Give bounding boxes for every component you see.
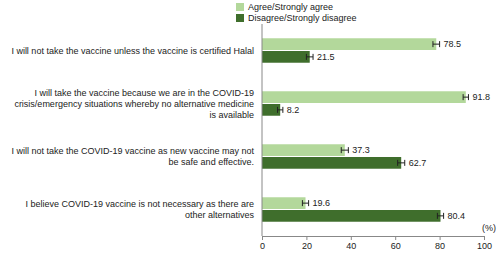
category-label-line: I will not take the COVID-19 vaccine as … xyxy=(11,146,254,156)
category-label: I will take the vaccine because we are i… xyxy=(14,88,254,120)
y-axis-line xyxy=(262,24,263,236)
data-label: 37.3 xyxy=(352,145,370,155)
error-bar xyxy=(306,54,313,60)
error-bar xyxy=(341,147,348,153)
tick-mark xyxy=(351,236,352,240)
tick-label: 40 xyxy=(346,241,356,251)
tick: 40 xyxy=(346,236,356,251)
data-label: 62.7 xyxy=(409,158,427,168)
tick: 80 xyxy=(435,236,445,251)
legend-label: Agree/Strongly agree xyxy=(248,2,333,12)
category-label-line: I will not take the vaccine unless the v… xyxy=(11,46,254,56)
bar xyxy=(262,38,436,50)
error-bar xyxy=(398,160,405,166)
tick-label: 20 xyxy=(302,241,312,251)
bar xyxy=(262,157,401,169)
category-label-line: crisis/emergency situations whereby no a… xyxy=(14,99,254,109)
category-label-line: is available xyxy=(209,110,254,120)
data-label: 78.5 xyxy=(444,39,462,49)
axis-title: (%) xyxy=(482,223,496,233)
bar xyxy=(262,91,466,103)
tick-label: 100 xyxy=(477,241,492,251)
tick: 100 xyxy=(477,236,492,251)
bar xyxy=(262,210,440,222)
tick: 60 xyxy=(391,236,401,251)
category-label-line: I believe COVID-19 vaccine is not necess… xyxy=(25,199,254,209)
x-axis: 0 20 40 60 80 100 xyxy=(260,236,492,251)
tick-mark xyxy=(395,236,396,240)
bar xyxy=(262,197,306,209)
error-bar xyxy=(433,41,440,47)
plot: 78.5 91.8 37.3 19.6 21.5 8.2 62.7 80.4 0 20 40 60 80… xyxy=(260,24,496,251)
tick-mark xyxy=(262,236,263,240)
series xyxy=(262,51,444,222)
category-label: I believe COVID-19 vaccine is not necess… xyxy=(25,199,254,220)
tick-label: 0 xyxy=(260,241,265,251)
category-label-line: other alternatives xyxy=(185,210,255,220)
x-axis-line xyxy=(263,237,485,241)
legend: Agree/Strongly agreeDisagree/Strongly di… xyxy=(236,2,357,23)
error-bar xyxy=(302,200,308,206)
tick-label: 80 xyxy=(435,241,445,251)
tick-mark xyxy=(484,236,485,240)
chart: 78.5 91.8 37.3 19.6 21.5 8.2 62.7 80.4 0 20 40 60 80… xyxy=(0,0,500,256)
category-label: I will not take the vaccine unless the v… xyxy=(11,46,254,56)
marks xyxy=(262,38,468,221)
error-bar xyxy=(278,107,283,113)
data-label: 21.5 xyxy=(317,52,335,62)
category-label-line: be safe and effective. xyxy=(169,157,254,167)
series xyxy=(262,38,468,209)
data-label: 8.2 xyxy=(287,105,300,115)
data-label: 80.4 xyxy=(448,211,466,221)
bar xyxy=(262,51,310,63)
bar xyxy=(262,144,345,156)
error-bar xyxy=(437,213,443,219)
error-bar xyxy=(463,94,468,100)
category-label: I will not take the COVID-19 vaccine as … xyxy=(11,146,254,167)
data-label: 91.8 xyxy=(472,92,490,102)
category-label-line: I will take the vaccine because we are i… xyxy=(34,88,254,98)
legend-swatch xyxy=(236,3,244,11)
legend-swatch xyxy=(236,14,244,22)
data-label: 19.6 xyxy=(313,198,331,208)
tick-mark xyxy=(306,236,307,240)
data-labels: 78.5 91.8 37.3 19.6 21.5 8.2 62.7 80.4 xyxy=(287,39,490,221)
legend-label: Disagree/Strongly disagree xyxy=(248,13,357,23)
tick-mark xyxy=(440,236,441,240)
tick-label: 60 xyxy=(391,241,401,251)
tick: 20 xyxy=(302,236,312,251)
tick: 0 xyxy=(260,236,265,251)
